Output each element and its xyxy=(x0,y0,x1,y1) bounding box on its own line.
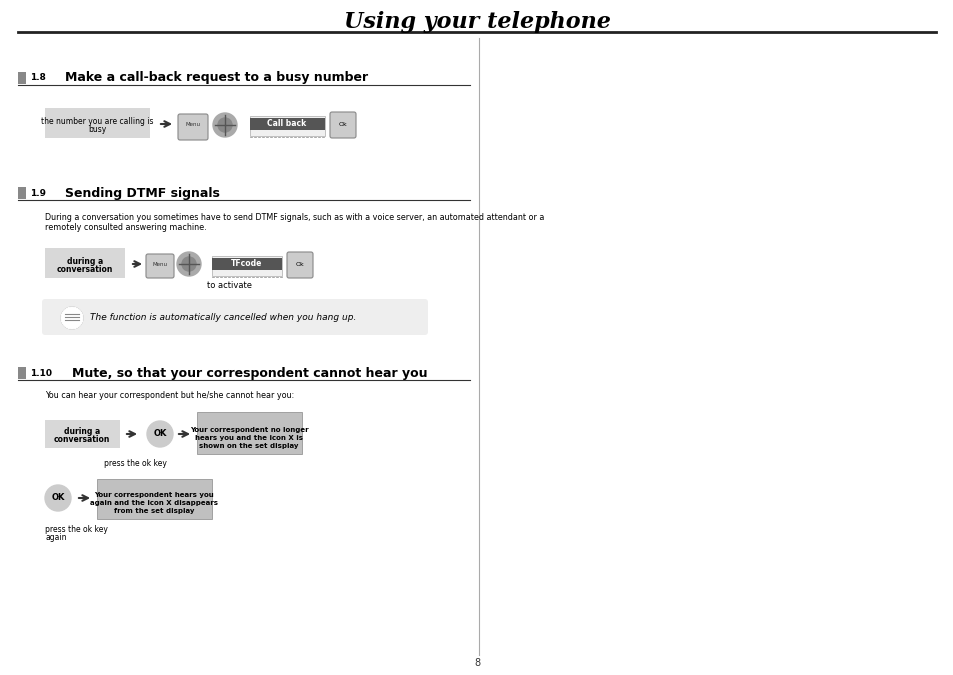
Text: conversation: conversation xyxy=(53,435,111,443)
Text: from the set display: from the set display xyxy=(113,508,194,514)
Text: during a: during a xyxy=(67,256,103,265)
Text: Ok: Ok xyxy=(338,122,347,126)
Text: Your correspondent hears you: Your correspondent hears you xyxy=(94,492,213,498)
FancyBboxPatch shape xyxy=(18,70,470,84)
FancyBboxPatch shape xyxy=(146,254,173,278)
FancyBboxPatch shape xyxy=(287,252,313,278)
Text: press the ok key: press the ok key xyxy=(45,524,108,533)
Text: During a conversation you sometimes have to send DTMF signals, such as with a vo: During a conversation you sometimes have… xyxy=(45,213,544,232)
FancyBboxPatch shape xyxy=(42,299,428,335)
Circle shape xyxy=(218,118,232,132)
FancyBboxPatch shape xyxy=(330,112,355,138)
Text: The function is automatically cancelled when you hang up.: The function is automatically cancelled … xyxy=(90,313,356,323)
Text: OK: OK xyxy=(153,429,167,439)
Text: Your correspondent no longer: Your correspondent no longer xyxy=(190,427,308,433)
Text: Sending DTMF signals: Sending DTMF signals xyxy=(65,186,219,200)
Text: You can hear your correspondent but he/she cannot hear you:: You can hear your correspondent but he/s… xyxy=(45,391,294,400)
FancyBboxPatch shape xyxy=(18,72,26,84)
FancyBboxPatch shape xyxy=(18,365,470,379)
FancyBboxPatch shape xyxy=(250,116,325,136)
Text: during a: during a xyxy=(64,427,100,435)
Text: again and the icon X disappears: again and the icon X disappears xyxy=(90,500,218,506)
Text: 1.9: 1.9 xyxy=(30,188,46,198)
Text: press the ok key: press the ok key xyxy=(104,460,166,468)
FancyBboxPatch shape xyxy=(18,185,470,199)
FancyBboxPatch shape xyxy=(196,412,302,454)
Text: Using your telephone: Using your telephone xyxy=(343,11,610,33)
Circle shape xyxy=(61,307,83,329)
Text: Ok: Ok xyxy=(295,261,304,267)
FancyBboxPatch shape xyxy=(212,256,282,276)
FancyBboxPatch shape xyxy=(212,258,282,270)
FancyBboxPatch shape xyxy=(178,114,208,140)
Text: shown on the set display: shown on the set display xyxy=(199,443,298,449)
FancyBboxPatch shape xyxy=(18,367,26,379)
Text: 8: 8 xyxy=(474,658,479,668)
FancyBboxPatch shape xyxy=(45,248,125,278)
Text: Mute, so that your correspondent cannot hear you: Mute, so that your correspondent cannot … xyxy=(71,367,427,379)
Text: OK: OK xyxy=(51,493,65,502)
Circle shape xyxy=(213,113,236,137)
FancyBboxPatch shape xyxy=(18,187,26,199)
Text: to activate: to activate xyxy=(208,281,253,290)
Text: Menu: Menu xyxy=(152,261,168,267)
Text: Menu: Menu xyxy=(185,122,200,128)
Text: 1.8: 1.8 xyxy=(30,74,46,82)
Text: again: again xyxy=(45,533,67,541)
Text: busy: busy xyxy=(88,124,106,134)
Text: Call back: Call back xyxy=(267,119,306,128)
Circle shape xyxy=(147,421,172,447)
Circle shape xyxy=(45,485,71,511)
FancyBboxPatch shape xyxy=(250,118,325,130)
Text: Make a call-back request to a busy number: Make a call-back request to a busy numbe… xyxy=(65,72,368,84)
FancyBboxPatch shape xyxy=(45,108,150,138)
Text: 1.10: 1.10 xyxy=(30,369,52,377)
Text: the number you are calling is: the number you are calling is xyxy=(41,117,153,126)
FancyBboxPatch shape xyxy=(45,420,120,448)
Text: conversation: conversation xyxy=(57,265,113,273)
Circle shape xyxy=(177,252,201,276)
FancyBboxPatch shape xyxy=(97,479,212,519)
Text: hears you and the icon X is: hears you and the icon X is xyxy=(194,435,303,441)
Text: TFcode: TFcode xyxy=(231,259,262,269)
Circle shape xyxy=(182,257,195,271)
